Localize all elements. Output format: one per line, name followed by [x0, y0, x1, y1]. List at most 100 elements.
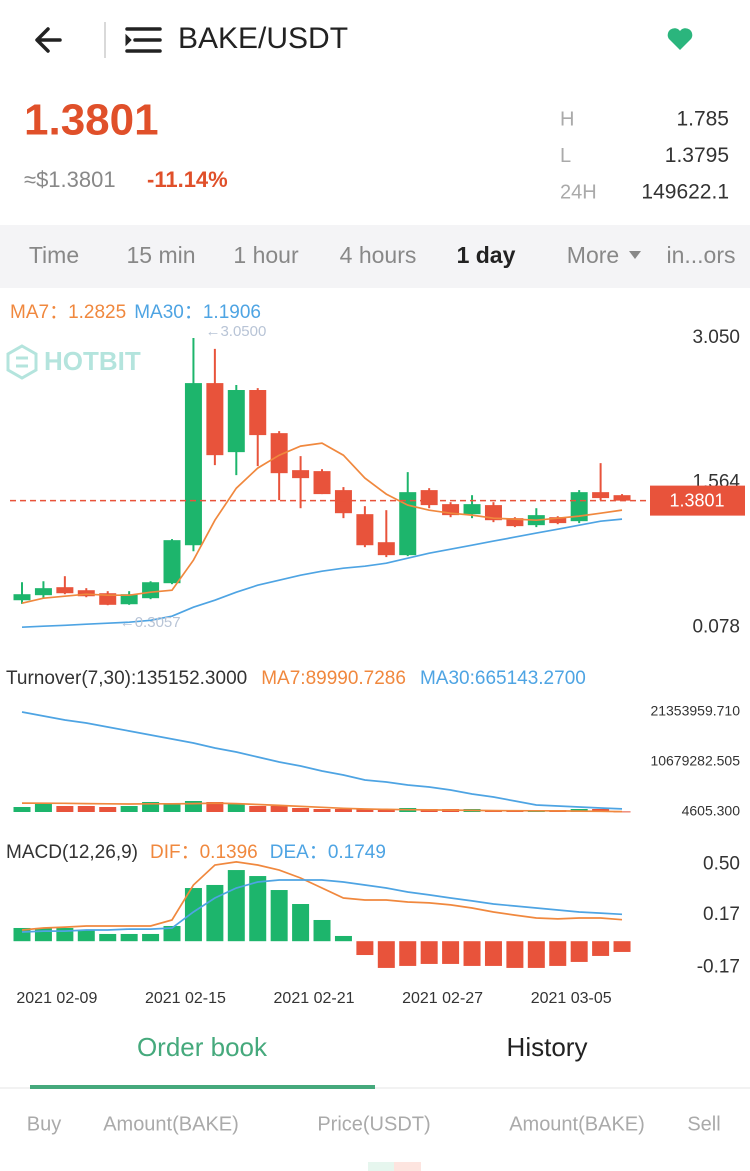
last-price: 1.3801 [24, 96, 159, 145]
volume-bar [227, 804, 245, 812]
turnover-ma-line [21, 711, 623, 810]
y-tick-label: -0.17 [697, 956, 740, 977]
ma-line [21, 518, 623, 629]
macd-bar [206, 884, 224, 942]
column-header: Price(USDT) [317, 1113, 430, 1135]
watermark-text: HOTBIT [44, 346, 141, 376]
volume-bar [99, 807, 117, 812]
legend-name: MA30： [134, 302, 203, 323]
stat-value: 149622.1 [641, 181, 729, 204]
macd-bar [163, 925, 181, 942]
y-tick-label: 10679282.505 [650, 753, 740, 769]
legend-name: MACD(12,26,9) [6, 842, 138, 863]
macd-bar [99, 933, 117, 942]
y-tick-label: 0.50 [703, 853, 740, 874]
legend-value: 0.1749 [328, 842, 386, 863]
macd-bar [570, 941, 588, 962]
candle-body [377, 542, 395, 556]
volume-bar [34, 804, 52, 812]
legend-name: DEA： [270, 842, 328, 863]
candle-body [313, 471, 331, 495]
macd-line [21, 879, 623, 933]
extreme-annotation: ←0.3057 [120, 614, 181, 631]
ticker-stats: H 1.785 L 1.3795 24H 149622.1 [560, 108, 729, 204]
macd-bar [292, 904, 310, 942]
candle-body [570, 492, 588, 522]
macd-bar [334, 935, 352, 942]
extreme-annotation: ←3.0500 [205, 323, 266, 340]
tab[interactable]: Time [29, 242, 79, 268]
macd-bar [592, 941, 610, 956]
y-tick-label: 0.078 [692, 616, 740, 637]
candle-body [506, 518, 524, 527]
column-header: Amount(BAKE) [103, 1113, 239, 1135]
bottom-tabs: Order book History [30, 1032, 587, 1089]
legend-value: 135152.3000 [136, 668, 247, 689]
volume-bar [270, 806, 288, 812]
macd-bar [270, 890, 288, 942]
tab[interactable]: 4 hours [340, 242, 417, 268]
volume-bar [613, 811, 631, 813]
y-tick-label: 3.050 [692, 327, 740, 348]
stat-label: L [560, 145, 571, 167]
legend-name: MA7: [261, 668, 305, 689]
usd-price: ≈$1.3801 [24, 167, 116, 192]
macd-bar [442, 941, 460, 964]
volume-bar [334, 809, 352, 812]
bottom-tab[interactable]: Order book [137, 1032, 268, 1062]
interval-tabs: Time 15 min 1 hour 4 hours 1 day More in...ors [29, 242, 736, 268]
candle-body [227, 390, 245, 453]
candle-body [442, 504, 460, 516]
tab[interactable]: 15 min [126, 242, 195, 268]
x-tick-label: 2021 02-09 [16, 990, 97, 1007]
legend-value: 89990.7286 [306, 668, 406, 689]
candle-body [292, 470, 310, 479]
x-tick-label: 2021 02-27 [402, 990, 483, 1007]
last-price-label: 1.3801 [669, 490, 724, 510]
legend-name: MA30: [420, 668, 475, 689]
tab[interactable]: More [567, 242, 619, 268]
stat-value: 1.3795 [665, 144, 729, 167]
macd-bar [506, 941, 524, 968]
macd-line [21, 861, 623, 931]
macd-bar [527, 941, 545, 968]
bottom-tab[interactable]: History [507, 1032, 588, 1062]
tab[interactable]: in...ors [666, 242, 735, 268]
tab[interactable]: 1 day [457, 242, 516, 268]
y-tick-label: 4605.300 [682, 803, 741, 819]
candle-body [420, 490, 438, 506]
menu-icon[interactable] [125, 27, 162, 53]
legend-value: 1.1906 [203, 302, 261, 323]
candle-body [356, 514, 374, 546]
back-button[interactable] [35, 27, 62, 53]
tab[interactable]: 1 hour [233, 242, 299, 268]
candle-body [592, 492, 610, 499]
volume-bar [249, 806, 267, 812]
candle-body [56, 587, 74, 594]
x-tick-label: 2021 02-15 [145, 990, 226, 1007]
main-legend: MA7：1.2825 MA30：1.1906 [10, 302, 261, 323]
candle-body [463, 504, 481, 515]
candle-body [163, 540, 181, 584]
macd-bar [399, 941, 417, 966]
candle-body [334, 490, 352, 514]
macd-bar [377, 941, 395, 968]
volume-bar [377, 809, 395, 812]
turnover-ma-line [21, 802, 623, 813]
column-header: Amount(BAKE) [509, 1113, 645, 1135]
candle-body [613, 495, 631, 501]
volume-bar [56, 806, 74, 812]
volume-bar [120, 806, 138, 812]
favorite-icon[interactable] [667, 28, 693, 50]
macd-bar [420, 941, 438, 964]
macd-bar [184, 888, 202, 942]
volume-bar [313, 809, 331, 812]
turnover-legend: Turnover(7,30):135152.3000 MA7:89990.7286… [6, 668, 586, 689]
candle-body [249, 390, 267, 436]
depth-cell [394, 1162, 421, 1171]
tab-underline [30, 1085, 375, 1089]
order-columns: Buy Amount(BAKE) Price(USDT) Amount(BAKE) Se… [27, 1113, 721, 1135]
macd-bar [463, 941, 481, 966]
column-header: Buy [27, 1113, 61, 1135]
